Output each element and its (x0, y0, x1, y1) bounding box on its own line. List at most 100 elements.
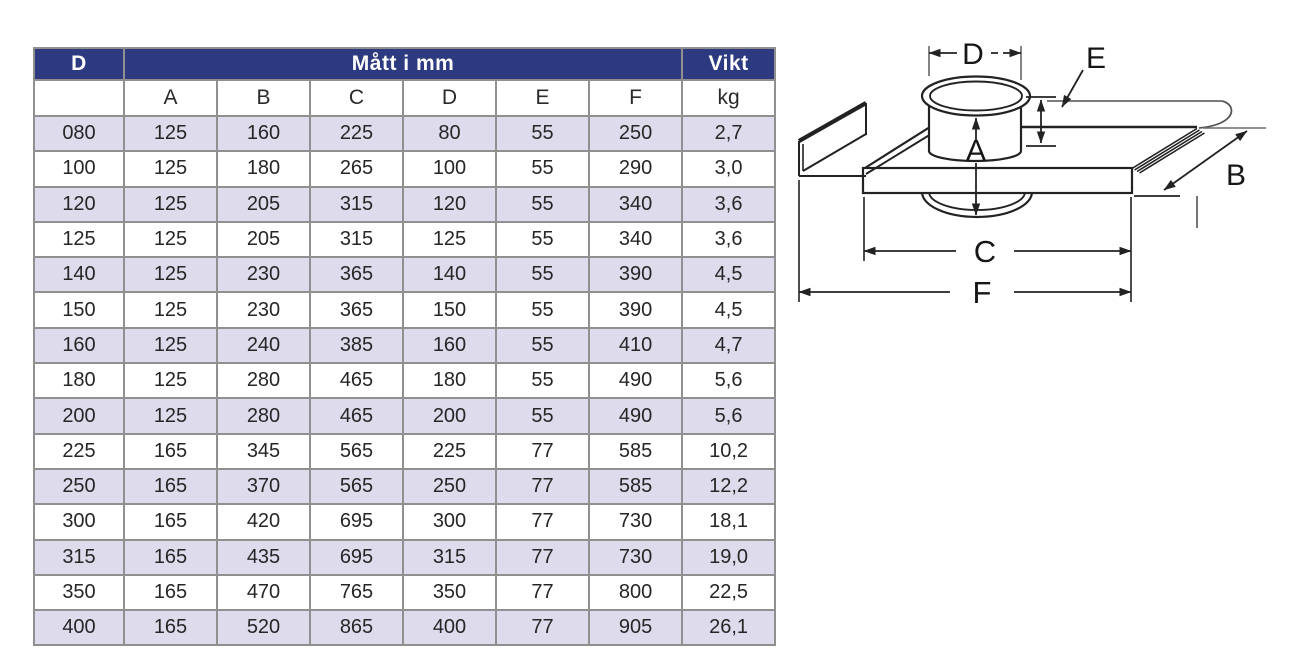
e-leader-arrow (1061, 69, 1084, 108)
table-cell: 4,5 (681, 256, 777, 294)
pipe-stub-below-plate (920, 191, 1034, 219)
table-cell: 905 (587, 609, 684, 647)
table-cell: 400 (402, 609, 497, 647)
table-cell: 125 (123, 326, 218, 365)
table-cell: 140 (33, 256, 125, 294)
technical-diagram: D E A B C (780, 8, 1285, 348)
table-cell: 225 (33, 432, 125, 470)
table-cell: 205 (216, 185, 311, 223)
table-cell: 340 (587, 185, 684, 223)
table-cell: 315 (309, 220, 404, 259)
table-cell: 490 (587, 362, 684, 400)
table-cell: 200 (33, 397, 125, 435)
cylinder-bottom-arc (927, 150, 1023, 163)
table-cell: 5,6 (681, 397, 777, 435)
table-cell: 315 (33, 538, 125, 576)
table-cell: 180 (216, 150, 311, 188)
table-cell: 3,6 (681, 185, 777, 223)
table-cell: 365 (309, 256, 404, 294)
table-cell: 565 (309, 432, 404, 470)
table-row: 150 125 230 365 150 55 390 4,5 (33, 291, 777, 329)
table-cell: 465 (309, 397, 404, 435)
table-row: 250 165 370 565 250 77 585 12,2 (33, 467, 777, 506)
table-cell: 3,0 (681, 150, 777, 188)
table-cell: 765 (309, 573, 404, 612)
rim-inner-ellipse (929, 80, 1023, 112)
table-cell: 390 (587, 291, 684, 329)
table-cell: 250 (402, 467, 497, 506)
table-cell: 140 (402, 256, 497, 294)
table-cell: 165 (123, 467, 218, 506)
table-cell: 5,6 (681, 362, 777, 400)
table-cell: 400 (33, 609, 125, 647)
header-weight: Vikt (681, 47, 777, 81)
table-cell: 125 (123, 220, 218, 259)
dimension-b: B (1134, 127, 1266, 197)
table-cell: 350 (402, 573, 497, 612)
table-cell: 55 (495, 185, 590, 223)
table-cell: 165 (123, 573, 218, 612)
table-cell: 55 (495, 114, 590, 153)
table-cell: 55 (495, 291, 590, 329)
table-cell: 205 (216, 220, 311, 259)
table-cell: 160 (216, 114, 311, 153)
table-row: 400 165 520 865 400 77 905 26,1 (33, 609, 777, 647)
table-cell: 77 (495, 503, 590, 541)
table-cell: 165 (123, 538, 218, 576)
collar-cylinder (920, 75, 1032, 163)
table-cell: 165 (123, 609, 218, 647)
table-cell: 125 (123, 256, 218, 294)
table-cell: 120 (402, 185, 497, 223)
table-cell: 120 (33, 185, 125, 223)
table-row: 125 125 205 315 125 55 340 3,6 (33, 220, 777, 259)
table-cell: 77 (495, 609, 590, 647)
table-cell: 340 (587, 220, 684, 259)
table-cell: 280 (216, 397, 311, 435)
table-row: 120 125 205 315 120 55 340 3,6 (33, 185, 777, 223)
table-cell: 77 (495, 467, 590, 506)
table-cell: 390 (587, 256, 684, 294)
table-row: 350 165 470 765 350 77 800 22,5 (33, 573, 777, 612)
table-cell: 180 (33, 362, 125, 400)
table-cell: 345 (216, 432, 311, 470)
table-cell: 22,5 (681, 573, 777, 612)
table-cell: 125 (123, 114, 218, 153)
base-plate (861, 100, 1233, 228)
table-cell: 18,1 (681, 503, 777, 541)
table-cell: 125 (123, 397, 218, 435)
subheader-cell (33, 79, 125, 117)
table-cell: 100 (402, 150, 497, 188)
subheader-cell: F (587, 79, 684, 117)
dimension-e: E (1026, 42, 1106, 147)
dim-label-d: D (962, 38, 984, 71)
diagram-svg: D E A B C (797, 38, 1266, 310)
table-row: 080 125 160 225 80 55 250 2,7 (33, 114, 777, 153)
channel-top-edge (797, 101, 868, 143)
table-cell: 77 (495, 573, 590, 612)
table-cell: 230 (216, 291, 311, 329)
table-cell: 565 (309, 467, 404, 506)
table-cell: 730 (587, 538, 684, 576)
subheader-cell: E (495, 79, 590, 117)
table-cell: 77 (495, 538, 590, 576)
table-cell: 365 (309, 291, 404, 329)
subheader-cell: A (123, 79, 218, 117)
plate-corner-curve (1198, 100, 1233, 129)
table-cell: 350 (33, 573, 125, 612)
table-row: 300 165 420 695 300 77 730 18,1 (33, 503, 777, 541)
table-cell: 165 (123, 503, 218, 541)
table-cell: 865 (309, 609, 404, 647)
table-cell: 315 (309, 185, 404, 223)
table-cell: 160 (33, 326, 125, 365)
table-cell: 695 (309, 503, 404, 541)
table-body: 080 125 160 225 80 55 250 2,7 100 125 180 265 100 55 2… (33, 114, 777, 647)
table-cell: 125 (123, 291, 218, 329)
table-cell: 465 (309, 362, 404, 400)
left-angle-channel (797, 101, 937, 177)
table-cell: 470 (216, 573, 311, 612)
table-cell: 125 (123, 185, 218, 223)
table-cell: 3,6 (681, 220, 777, 259)
table-cell: 410 (587, 326, 684, 365)
table-row: 200 125 280 465 200 55 490 5,6 (33, 397, 777, 435)
subheader-cell: B (216, 79, 311, 117)
